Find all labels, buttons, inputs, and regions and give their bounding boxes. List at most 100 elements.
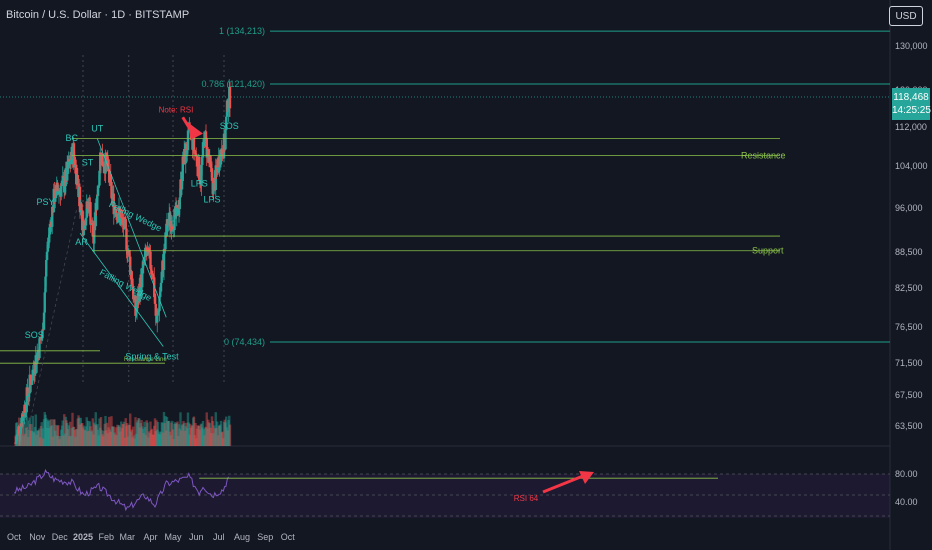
volume-bar	[130, 429, 133, 446]
volume-bar	[53, 419, 56, 446]
x-tick-label: 2025	[73, 532, 93, 542]
candle-body	[62, 176, 65, 178]
candle-body	[42, 312, 46, 330]
candle-body	[153, 297, 157, 304]
fib-level-label: 0 (74,434)	[224, 337, 265, 347]
candle-body	[94, 202, 97, 227]
candle-body	[60, 186, 63, 197]
volume-bar	[89, 426, 92, 446]
volume-bar	[20, 434, 23, 446]
volume-bar	[162, 432, 165, 446]
candle-body	[135, 311, 138, 316]
volume-bar	[122, 423, 125, 446]
volume-bar	[132, 435, 136, 446]
currency-button[interactable]: USD	[889, 6, 923, 26]
x-tick-label: Mar	[120, 532, 136, 542]
candle-body	[198, 156, 201, 181]
volume-bar	[134, 417, 137, 446]
candle-body	[227, 107, 230, 112]
volume-bar	[51, 436, 55, 446]
rsi-note-label: RSI 64	[514, 494, 539, 503]
volume-bar	[114, 427, 118, 446]
volume-bar	[219, 424, 222, 446]
resistance-line-label: Resistance Line	[124, 357, 167, 363]
volume-bar	[18, 417, 21, 446]
volume-bar	[149, 421, 152, 446]
candle-body	[171, 226, 175, 230]
candle-body	[132, 296, 136, 300]
candle-body	[25, 387, 28, 413]
volume-bar	[47, 421, 50, 446]
volume-bar	[210, 416, 214, 446]
candle-body	[123, 217, 127, 220]
candle-body	[158, 296, 161, 312]
volume-bar	[96, 429, 100, 446]
volume-bar	[151, 434, 154, 446]
candle-body	[22, 416, 25, 418]
volume-bar	[165, 416, 169, 446]
candle-body	[210, 163, 213, 169]
volume-bar	[218, 426, 221, 446]
candle-body	[21, 414, 25, 417]
volume-bar	[180, 430, 183, 446]
volume-bar	[177, 424, 181, 446]
volume-bar	[201, 427, 204, 446]
volume-bar	[136, 420, 139, 446]
candle-body	[173, 208, 176, 231]
volume-bar	[185, 422, 188, 446]
candle-body	[107, 159, 110, 172]
volume-bar	[224, 422, 227, 446]
candle-body	[220, 149, 223, 155]
volume-bar	[183, 430, 187, 446]
volume-bar	[141, 426, 144, 446]
volume-bar	[186, 428, 189, 446]
volume-bar	[177, 435, 180, 446]
volume-bar	[216, 435, 220, 446]
volume-bar	[40, 422, 43, 446]
candle-body	[209, 155, 212, 164]
x-tick-label: Jul	[213, 532, 225, 542]
volume-bar	[54, 430, 57, 446]
current-price-tag: 118,468 14:25:25	[892, 88, 931, 120]
candle-body	[45, 251, 49, 260]
candle-body	[226, 100, 229, 112]
candle-body	[44, 276, 47, 293]
candle-body	[165, 219, 169, 236]
volume-bar	[162, 411, 166, 446]
volume-bar	[138, 418, 141, 446]
volume-bar	[150, 428, 154, 446]
candle-body	[109, 174, 112, 182]
candle-body	[54, 184, 58, 199]
candle-body	[97, 185, 100, 187]
volume-bar	[227, 420, 230, 446]
candle-body	[102, 163, 105, 167]
volume-bar	[57, 425, 60, 446]
volume-bar	[65, 420, 68, 446]
candle-body	[33, 369, 36, 375]
volume-bar	[192, 417, 195, 446]
volume-bar	[78, 417, 81, 446]
volume-bar	[126, 436, 130, 446]
volume-bar	[44, 414, 47, 446]
volume-bar	[157, 433, 160, 446]
candle-body	[39, 338, 42, 340]
volume-bar	[95, 425, 98, 446]
volume-bar	[42, 438, 45, 446]
volume-bar	[58, 439, 61, 446]
candle-body	[21, 414, 24, 427]
candle-body	[121, 217, 124, 223]
volume-bar	[137, 418, 140, 446]
volume-bar	[217, 425, 220, 446]
volume-bar	[222, 421, 226, 446]
volume-bar	[175, 423, 178, 446]
volume-bar	[164, 415, 167, 446]
volume-bar	[72, 426, 76, 446]
volume-bar	[143, 421, 146, 446]
candle-body	[47, 237, 50, 245]
x-tick-label: Apr	[143, 532, 157, 542]
volume-bar	[199, 424, 202, 446]
candle-body	[144, 247, 148, 251]
y-tick-label: 82,500	[895, 283, 923, 293]
volume-bar	[165, 430, 168, 446]
